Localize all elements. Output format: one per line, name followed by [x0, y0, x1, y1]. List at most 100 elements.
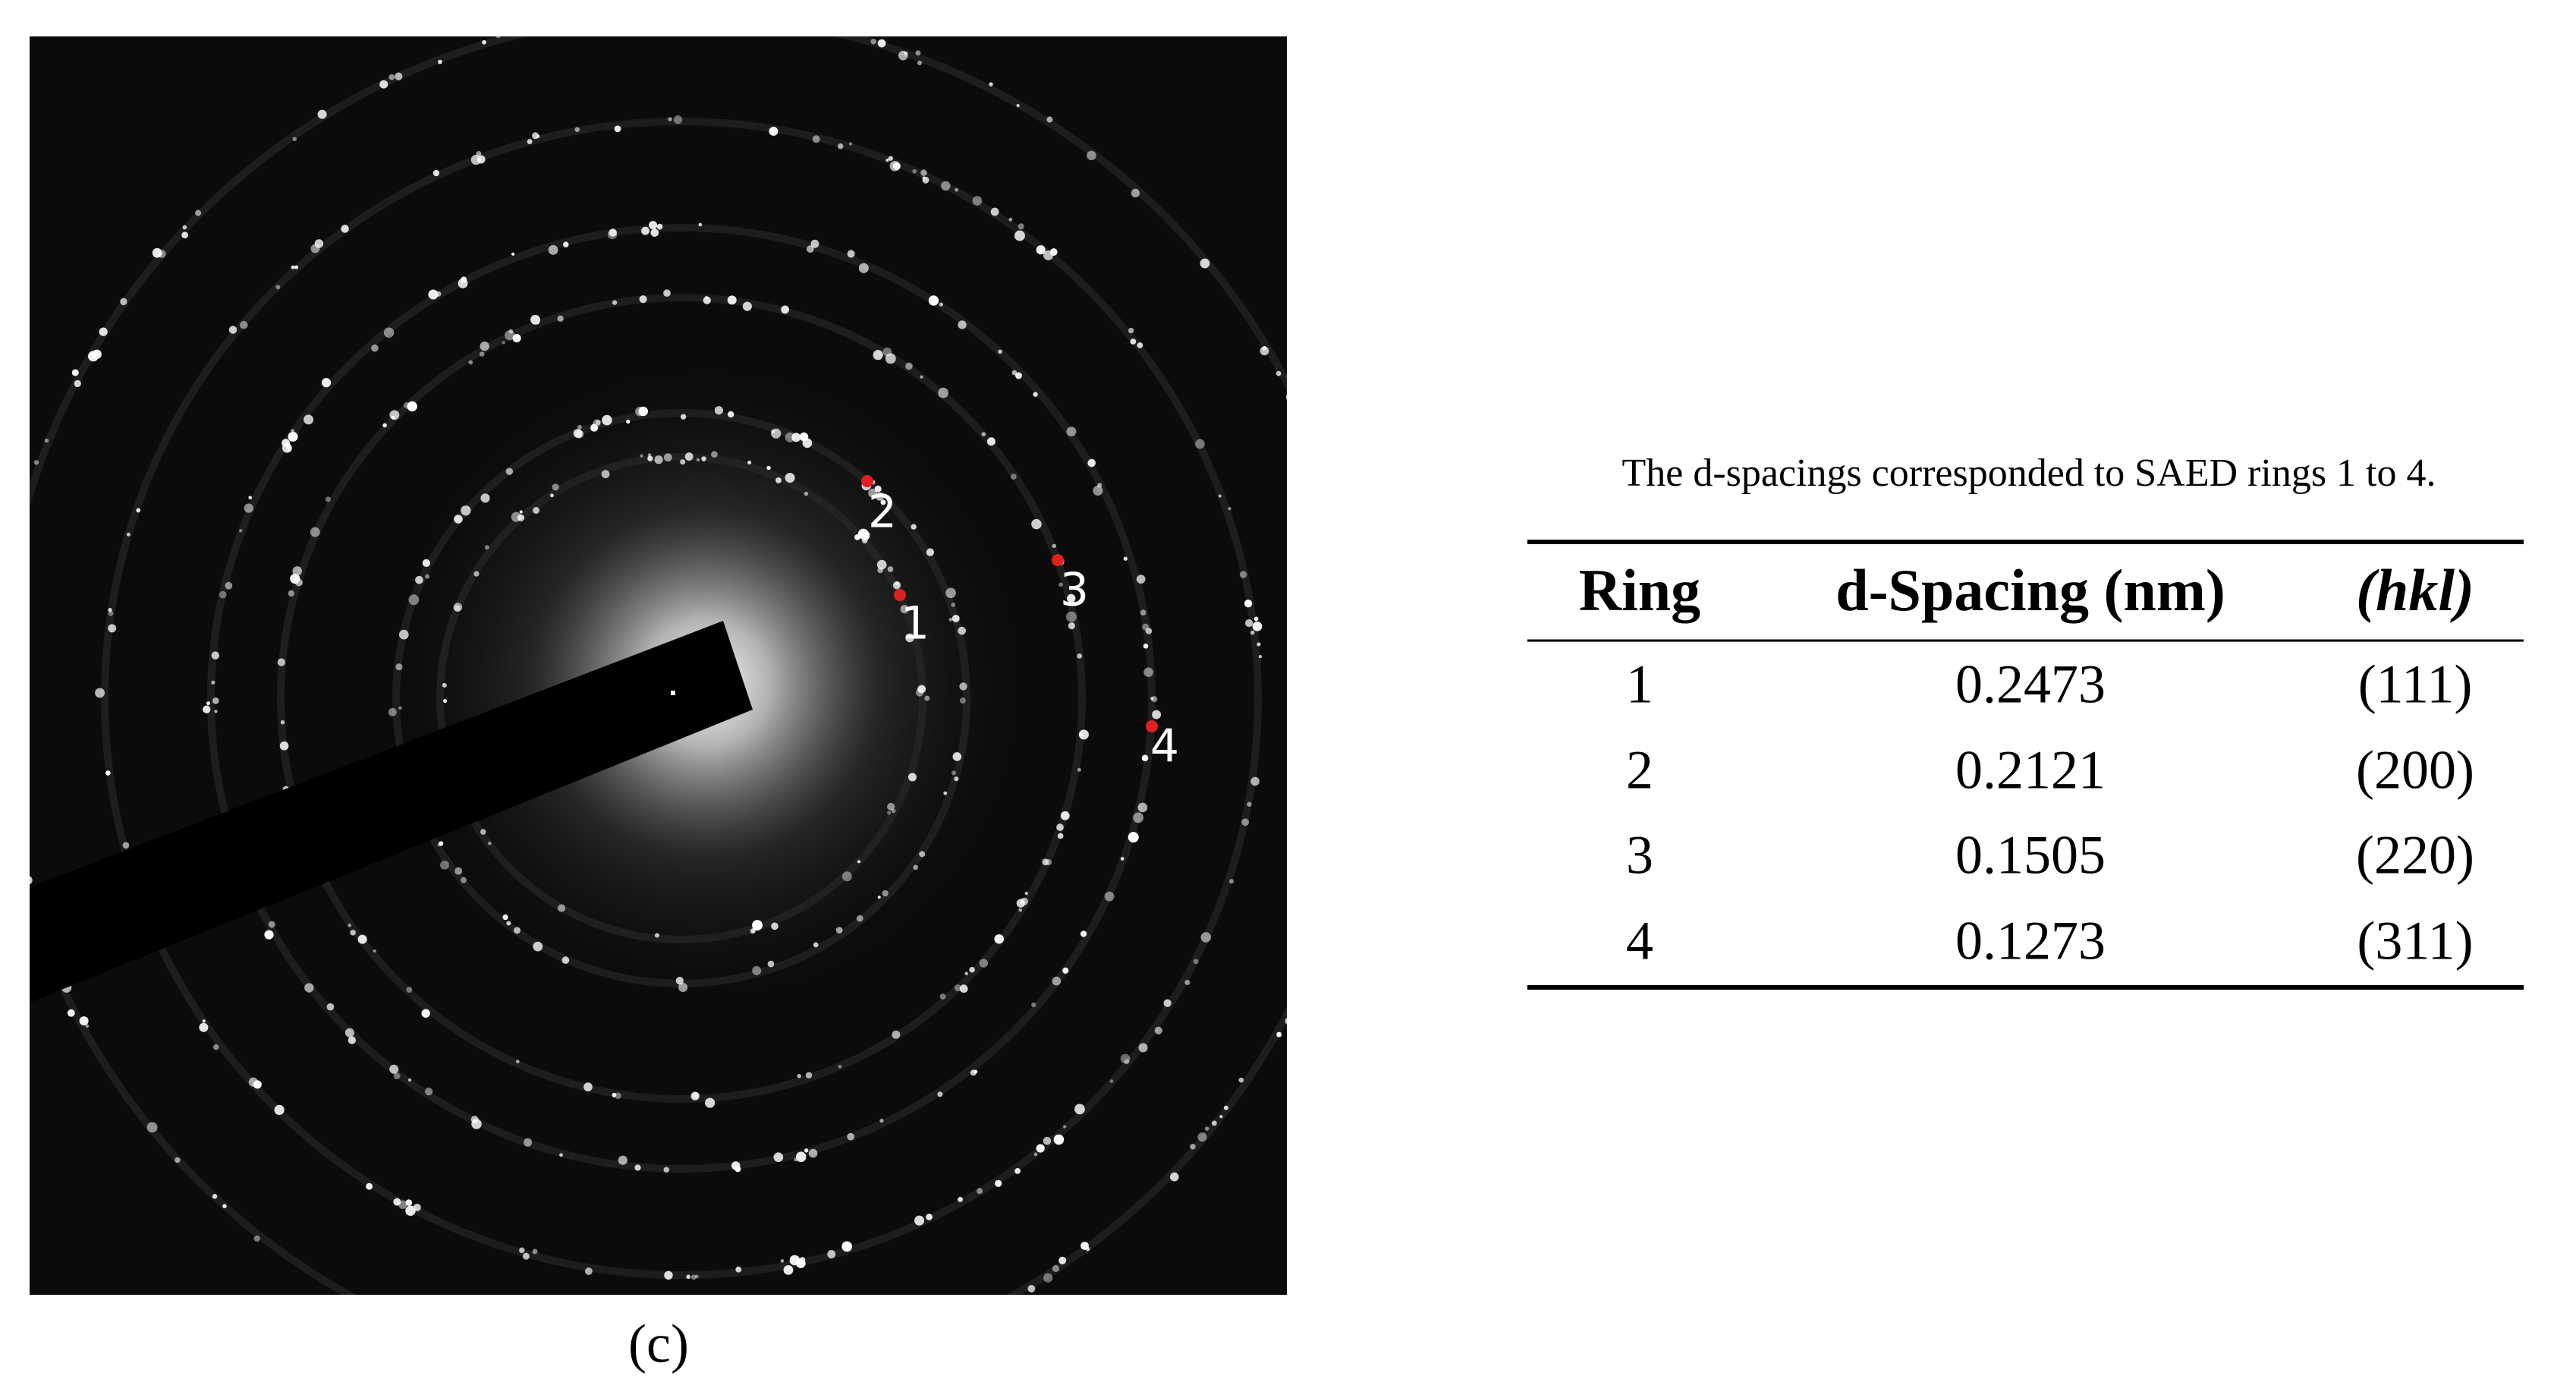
- diffraction-spot: [954, 984, 961, 992]
- diffraction-spot: [1250, 776, 1260, 786]
- diffraction-spot: [74, 379, 81, 388]
- diffraction-spot: [1024, 891, 1028, 896]
- diffraction-spot: [383, 327, 395, 338]
- saed-image: [1, 17, 1365, 1380]
- diffraction-spot: [502, 341, 505, 345]
- diffraction-spot: [502, 914, 508, 921]
- diffraction-spot: [795, 1151, 807, 1163]
- ring-halo: [101, 118, 1262, 1279]
- diffraction-spot: [30, 876, 33, 885]
- diffraction-spot: [1014, 1168, 1021, 1174]
- diffraction-spot: [473, 571, 480, 577]
- diffraction-spot: [848, 142, 853, 146]
- diffraction-spot: [1, 731, 8, 738]
- diffraction-spot: [987, 437, 995, 446]
- diffraction-spot: [2, 557, 13, 568]
- diffraction-spot: [1286, 375, 1287, 379]
- diffraction-spot: [519, 1247, 525, 1254]
- diffraction-spot: [835, 927, 843, 934]
- diffraction-spot: [519, 510, 523, 514]
- diffraction-spot: [1046, 116, 1053, 123]
- diffraction-spot: [415, 575, 423, 584]
- diffraction-spot: [948, 617, 953, 622]
- diffraction-spot: [838, 1064, 842, 1069]
- diffraction-spot: [290, 573, 300, 584]
- diffraction-spot: [892, 1030, 901, 1039]
- diffraction-spot: [414, 1321, 421, 1328]
- diffraction-spot: [926, 1214, 933, 1220]
- diffraction-spot: [752, 920, 763, 931]
- diffraction-spot: [1238, 1077, 1244, 1083]
- diffraction-spot: [105, 770, 111, 776]
- diffraction-spot: [294, 265, 299, 269]
- diffraction-spot: [656, 223, 663, 230]
- diffraction-spot: [585, 17, 593, 25]
- diffraction-spot: [827, 1250, 836, 1259]
- diffraction-spot: [1285, 394, 1287, 400]
- diffraction-spot: [3, 831, 11, 839]
- diffraction-spot: [393, 1072, 401, 1080]
- diffraction-spot: [858, 263, 869, 273]
- diffraction-spot: [1332, 901, 1341, 909]
- table-cell: 2: [1626, 740, 1653, 801]
- ring-marker: [861, 475, 873, 487]
- diffraction-spot: [1128, 832, 1139, 843]
- diffraction-spot: [991, 1297, 997, 1303]
- diffraction-spot: [1228, 879, 1234, 884]
- diffraction-spot: [325, 496, 331, 502]
- ring-label: 4: [1150, 720, 1179, 773]
- diffraction-spot: [647, 453, 652, 457]
- diffraction-spot: [33, 460, 39, 465]
- diffraction-spot: [562, 241, 569, 247]
- diffraction-spot: [348, 923, 351, 927]
- diffraction-spot: [1244, 619, 1253, 628]
- diffraction-spot: [998, 349, 1002, 354]
- diffraction-spot: [1152, 710, 1162, 719]
- diffraction-spot: [552, 483, 559, 491]
- diffraction-spot: [292, 566, 302, 576]
- diffraction-spot: [780, 1259, 785, 1263]
- diffraction-spot: [391, 415, 395, 420]
- diffraction-spot: [1018, 223, 1024, 230]
- diffraction-spot: [199, 1022, 209, 1032]
- diffraction-spot: [668, 117, 672, 121]
- diffraction-spot: [1015, 372, 1022, 379]
- diffraction-spot: [326, 1003, 335, 1011]
- diffraction-spot: [797, 1074, 802, 1078]
- diffraction-spot: [512, 334, 521, 343]
- diffraction-spot: [972, 196, 983, 206]
- diffraction-spot: [5, 622, 8, 625]
- table-cell: (200): [2356, 740, 2474, 801]
- diffraction-spot: [1053, 1134, 1065, 1145]
- diffraction-spot: [222, 1204, 227, 1208]
- diffraction-spot: [461, 505, 471, 516]
- diffraction-spot: [1352, 582, 1357, 587]
- diffraction-spot: [1335, 893, 1341, 898]
- diffraction-spot: [211, 651, 220, 660]
- diffraction-spot: [1109, 1079, 1114, 1083]
- diffraction-spot: [731, 1371, 740, 1380]
- diffraction-spot: [981, 432, 986, 436]
- diffraction-spot: [79, 1016, 89, 1026]
- diffraction-spot: [649, 221, 658, 230]
- diffraction-spot: [684, 452, 694, 461]
- diffraction-spot: [219, 590, 227, 599]
- diffraction-spot: [964, 971, 968, 976]
- diffraction-spot: [876, 492, 884, 501]
- diffraction-spot: [1016, 899, 1025, 908]
- diffraction-spot: [1060, 811, 1070, 820]
- diffraction-spot: [634, 1164, 641, 1171]
- diffraction-spot: [1087, 458, 1096, 468]
- diffraction-spot: [845, 1244, 851, 1251]
- diffraction-spot: [1354, 790, 1365, 801]
- diffraction-spot: [577, 424, 582, 430]
- diffraction-spot: [590, 423, 599, 432]
- diffraction-spot: [663, 289, 671, 298]
- diffraction-spot: [1200, 932, 1212, 943]
- diffraction-spot: [1058, 1256, 1067, 1264]
- diffraction-spot: [857, 860, 860, 864]
- diffraction-spot: [874, 485, 882, 493]
- diffraction-spot: [511, 512, 521, 522]
- diffraction-spot: [601, 470, 610, 479]
- ring-marker: [1052, 554, 1064, 566]
